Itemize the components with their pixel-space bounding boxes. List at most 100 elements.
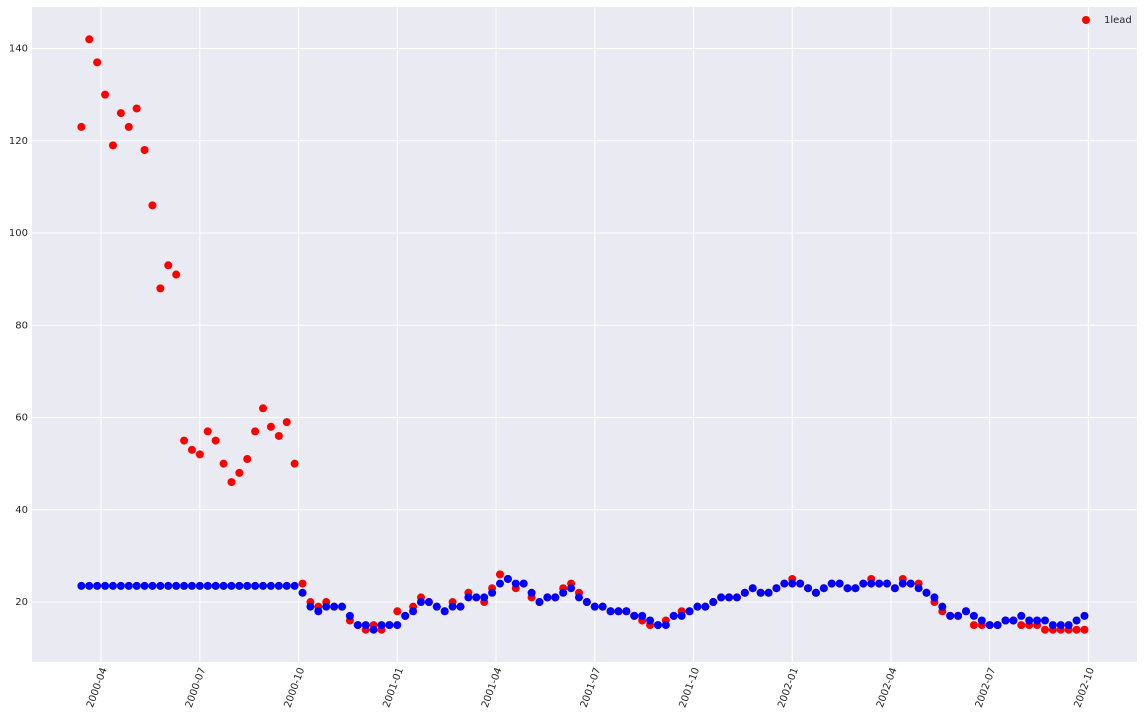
point	[551, 593, 560, 602]
point	[219, 581, 228, 590]
point	[819, 584, 828, 593]
point	[567, 584, 576, 593]
point	[251, 427, 260, 436]
point	[345, 611, 354, 620]
point	[298, 588, 307, 597]
point	[290, 459, 299, 468]
point	[574, 593, 583, 602]
point	[164, 581, 173, 590]
point	[780, 579, 789, 588]
point	[653, 621, 662, 630]
point	[622, 607, 631, 616]
point	[361, 621, 370, 630]
point	[124, 581, 133, 590]
point	[203, 427, 212, 436]
point	[740, 588, 749, 597]
point	[235, 468, 244, 477]
point	[669, 611, 678, 620]
point	[338, 602, 347, 611]
point	[298, 579, 307, 588]
point	[480, 593, 489, 602]
point	[1040, 625, 1049, 634]
point	[1001, 616, 1010, 625]
point	[685, 607, 694, 616]
point	[614, 607, 623, 616]
point	[969, 621, 978, 630]
point	[211, 581, 220, 590]
point	[772, 584, 781, 593]
point	[116, 581, 125, 590]
point	[938, 602, 947, 611]
point	[582, 598, 591, 607]
point	[756, 588, 765, 597]
point	[409, 607, 418, 616]
point	[124, 122, 133, 131]
point	[243, 455, 252, 464]
point	[393, 607, 402, 616]
point	[914, 584, 923, 593]
point	[1009, 616, 1018, 625]
point	[898, 579, 907, 588]
point	[101, 581, 110, 590]
point	[804, 584, 813, 593]
point	[1064, 621, 1073, 630]
y-tick-label: 100	[9, 228, 28, 239]
legend-marker	[1082, 16, 1090, 24]
x-tick-label: 2000-10	[283, 666, 308, 709]
point	[638, 611, 647, 620]
point	[906, 579, 915, 588]
point	[448, 602, 457, 611]
point	[1017, 611, 1026, 620]
y-tick-label: 80	[15, 320, 28, 331]
point	[219, 459, 228, 468]
point	[1080, 611, 1089, 620]
point	[1025, 616, 1034, 625]
point	[701, 602, 710, 611]
point	[164, 261, 173, 270]
point	[172, 270, 181, 279]
point	[172, 581, 181, 590]
y-tick-label: 20	[15, 597, 28, 608]
point	[322, 602, 331, 611]
point	[440, 607, 449, 616]
point	[890, 584, 899, 593]
point	[369, 625, 378, 634]
x-tick-label: 2001-04	[480, 666, 505, 709]
point	[559, 588, 568, 597]
point	[527, 588, 536, 597]
point	[495, 579, 504, 588]
point	[140, 581, 149, 590]
point	[1048, 621, 1057, 630]
x-tick-label: 2000-07	[184, 666, 209, 709]
point	[472, 593, 481, 602]
point	[725, 593, 734, 602]
point	[108, 141, 117, 150]
point	[93, 58, 102, 67]
point	[598, 602, 607, 611]
point	[156, 581, 165, 590]
point	[922, 588, 931, 597]
point	[203, 581, 212, 590]
point	[132, 581, 141, 590]
point	[282, 418, 291, 427]
point	[851, 584, 860, 593]
point	[961, 607, 970, 616]
point	[511, 579, 520, 588]
point	[195, 450, 204, 459]
point	[717, 593, 726, 602]
point	[187, 445, 196, 454]
point	[195, 581, 204, 590]
point	[93, 581, 102, 590]
x-tick-label: 2002-10	[1072, 666, 1097, 709]
point	[385, 621, 394, 630]
point	[930, 593, 939, 602]
y-tick-label: 40	[15, 505, 28, 516]
point	[535, 598, 544, 607]
point	[788, 579, 797, 588]
point	[274, 581, 283, 590]
point	[977, 616, 986, 625]
point	[274, 431, 283, 440]
point	[353, 621, 362, 630]
legend-label: 1lead	[1104, 15, 1132, 26]
point	[243, 581, 252, 590]
